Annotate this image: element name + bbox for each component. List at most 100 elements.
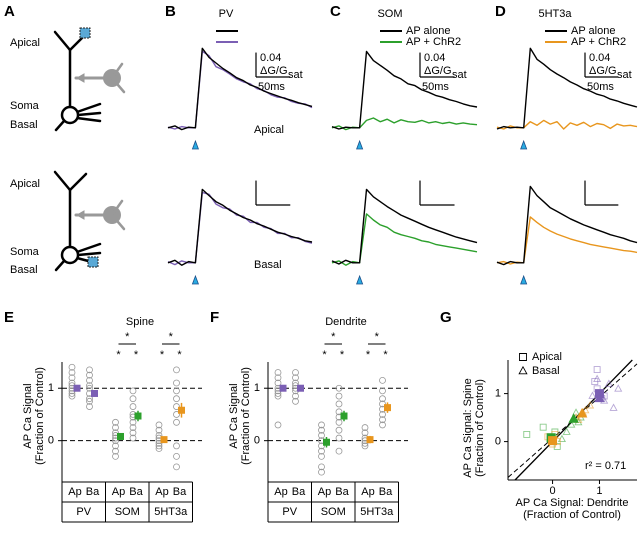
scalebar-unit: ΔG/G xyxy=(424,65,452,77)
data-point xyxy=(129,403,137,410)
y-axis-label: (Fraction of Control) xyxy=(240,367,252,465)
x-tick-label: Ba xyxy=(86,486,100,498)
data-point xyxy=(379,395,386,403)
scalebar-unit-sub: sat xyxy=(617,69,632,81)
x-axis-label: AP Ca Signal: Dendrite xyxy=(516,497,629,509)
group-label: PV xyxy=(282,506,297,518)
schematic-label: Basal xyxy=(10,264,38,276)
data-point xyxy=(604,379,613,387)
data-point xyxy=(86,395,93,403)
mean-marker xyxy=(366,436,374,444)
x-tick-label: Ba xyxy=(335,486,349,498)
mean-marker xyxy=(73,384,81,392)
data-point xyxy=(588,391,597,399)
data-point xyxy=(173,395,180,403)
basal-dendrite xyxy=(54,259,66,272)
mean-marker xyxy=(134,412,142,420)
data-point xyxy=(274,421,282,429)
data-point xyxy=(112,442,119,450)
mean-marker xyxy=(594,392,605,403)
mean-marker xyxy=(297,384,304,392)
group-label: 5HT3a xyxy=(154,506,188,518)
imaging-site xyxy=(79,27,91,39)
data-point xyxy=(335,426,343,434)
stimulus-marker xyxy=(520,139,528,150)
dendrite xyxy=(110,199,124,217)
data-point xyxy=(318,468,325,476)
panel-title: PV xyxy=(219,8,234,20)
trace xyxy=(331,188,478,265)
legend-marker xyxy=(519,353,527,361)
panel-title: SOM xyxy=(377,8,402,20)
chart-title: Spine xyxy=(126,316,154,328)
scalebar-label: 50ms xyxy=(258,81,285,93)
data-point xyxy=(129,434,137,442)
schematic-label: Soma xyxy=(10,246,40,258)
scalebar-label: 50ms xyxy=(587,81,614,93)
data-point xyxy=(129,387,137,395)
mean-marker xyxy=(91,389,98,397)
mean-marker xyxy=(568,413,579,423)
y-tick-label: 0 xyxy=(254,435,260,447)
data-point xyxy=(335,392,343,400)
fit-line xyxy=(507,363,638,478)
y-tick-label: 0 xyxy=(495,436,501,448)
apical-branch xyxy=(53,30,72,52)
data-point xyxy=(173,452,180,460)
scalebar-unit-sub: sat xyxy=(452,69,467,81)
panel-label: F xyxy=(210,309,219,326)
y-axis-label: AP Ca Signal: Spine xyxy=(462,378,474,477)
data-point xyxy=(155,445,163,452)
data-point xyxy=(335,418,343,426)
y-axis-label: (Fraction of Control) xyxy=(474,379,486,477)
data-point xyxy=(292,392,299,400)
stimulus-marker xyxy=(356,139,364,150)
trace xyxy=(496,185,638,266)
x-tick-label: Ba xyxy=(173,486,187,498)
schematic-label: Soma xyxy=(10,100,40,112)
legend-label: AP + ChR2 xyxy=(406,36,461,48)
data-point xyxy=(129,418,137,426)
scalebar-label: 0.04 xyxy=(589,52,610,64)
y-axis-label: AP Ca Signal xyxy=(22,383,34,448)
mean-marker xyxy=(576,407,588,418)
significance: * xyxy=(366,349,371,361)
data-point xyxy=(379,376,386,384)
scalebar-unit-sub: sat xyxy=(288,69,303,81)
panel-label: C xyxy=(330,3,341,20)
mean-marker xyxy=(178,406,185,414)
data-point xyxy=(173,411,180,418)
data-point xyxy=(292,374,299,382)
data-point xyxy=(361,424,369,431)
x-tick-label: 0 xyxy=(550,485,556,497)
data-point xyxy=(155,432,163,439)
data-point xyxy=(361,442,369,450)
data-point xyxy=(562,427,571,435)
data-point xyxy=(567,420,576,428)
significance: * xyxy=(322,349,327,361)
data-point xyxy=(86,382,93,390)
soma xyxy=(60,245,80,265)
significance: * xyxy=(177,349,182,361)
stimulus-marker xyxy=(191,139,200,150)
neuron-schematic xyxy=(53,27,126,272)
data-point xyxy=(523,430,531,438)
trace xyxy=(331,213,478,266)
x-tick-label: Ap xyxy=(318,486,331,498)
data-point xyxy=(173,387,180,395)
x-axis-label: (Fraction of Control) xyxy=(523,509,621,521)
group-label: SOM xyxy=(321,506,346,518)
significance: * xyxy=(375,331,380,343)
trace xyxy=(167,191,313,266)
data-point xyxy=(571,408,581,416)
mean-marker xyxy=(548,436,558,446)
soma xyxy=(60,105,80,125)
trace xyxy=(496,47,638,130)
data-point xyxy=(155,421,163,429)
data-point xyxy=(112,418,119,426)
data-point xyxy=(129,424,137,431)
y-tick-label: 1 xyxy=(48,382,54,394)
data-point xyxy=(112,429,119,437)
data-point xyxy=(318,452,325,460)
schematic-label: Apical xyxy=(10,178,40,190)
